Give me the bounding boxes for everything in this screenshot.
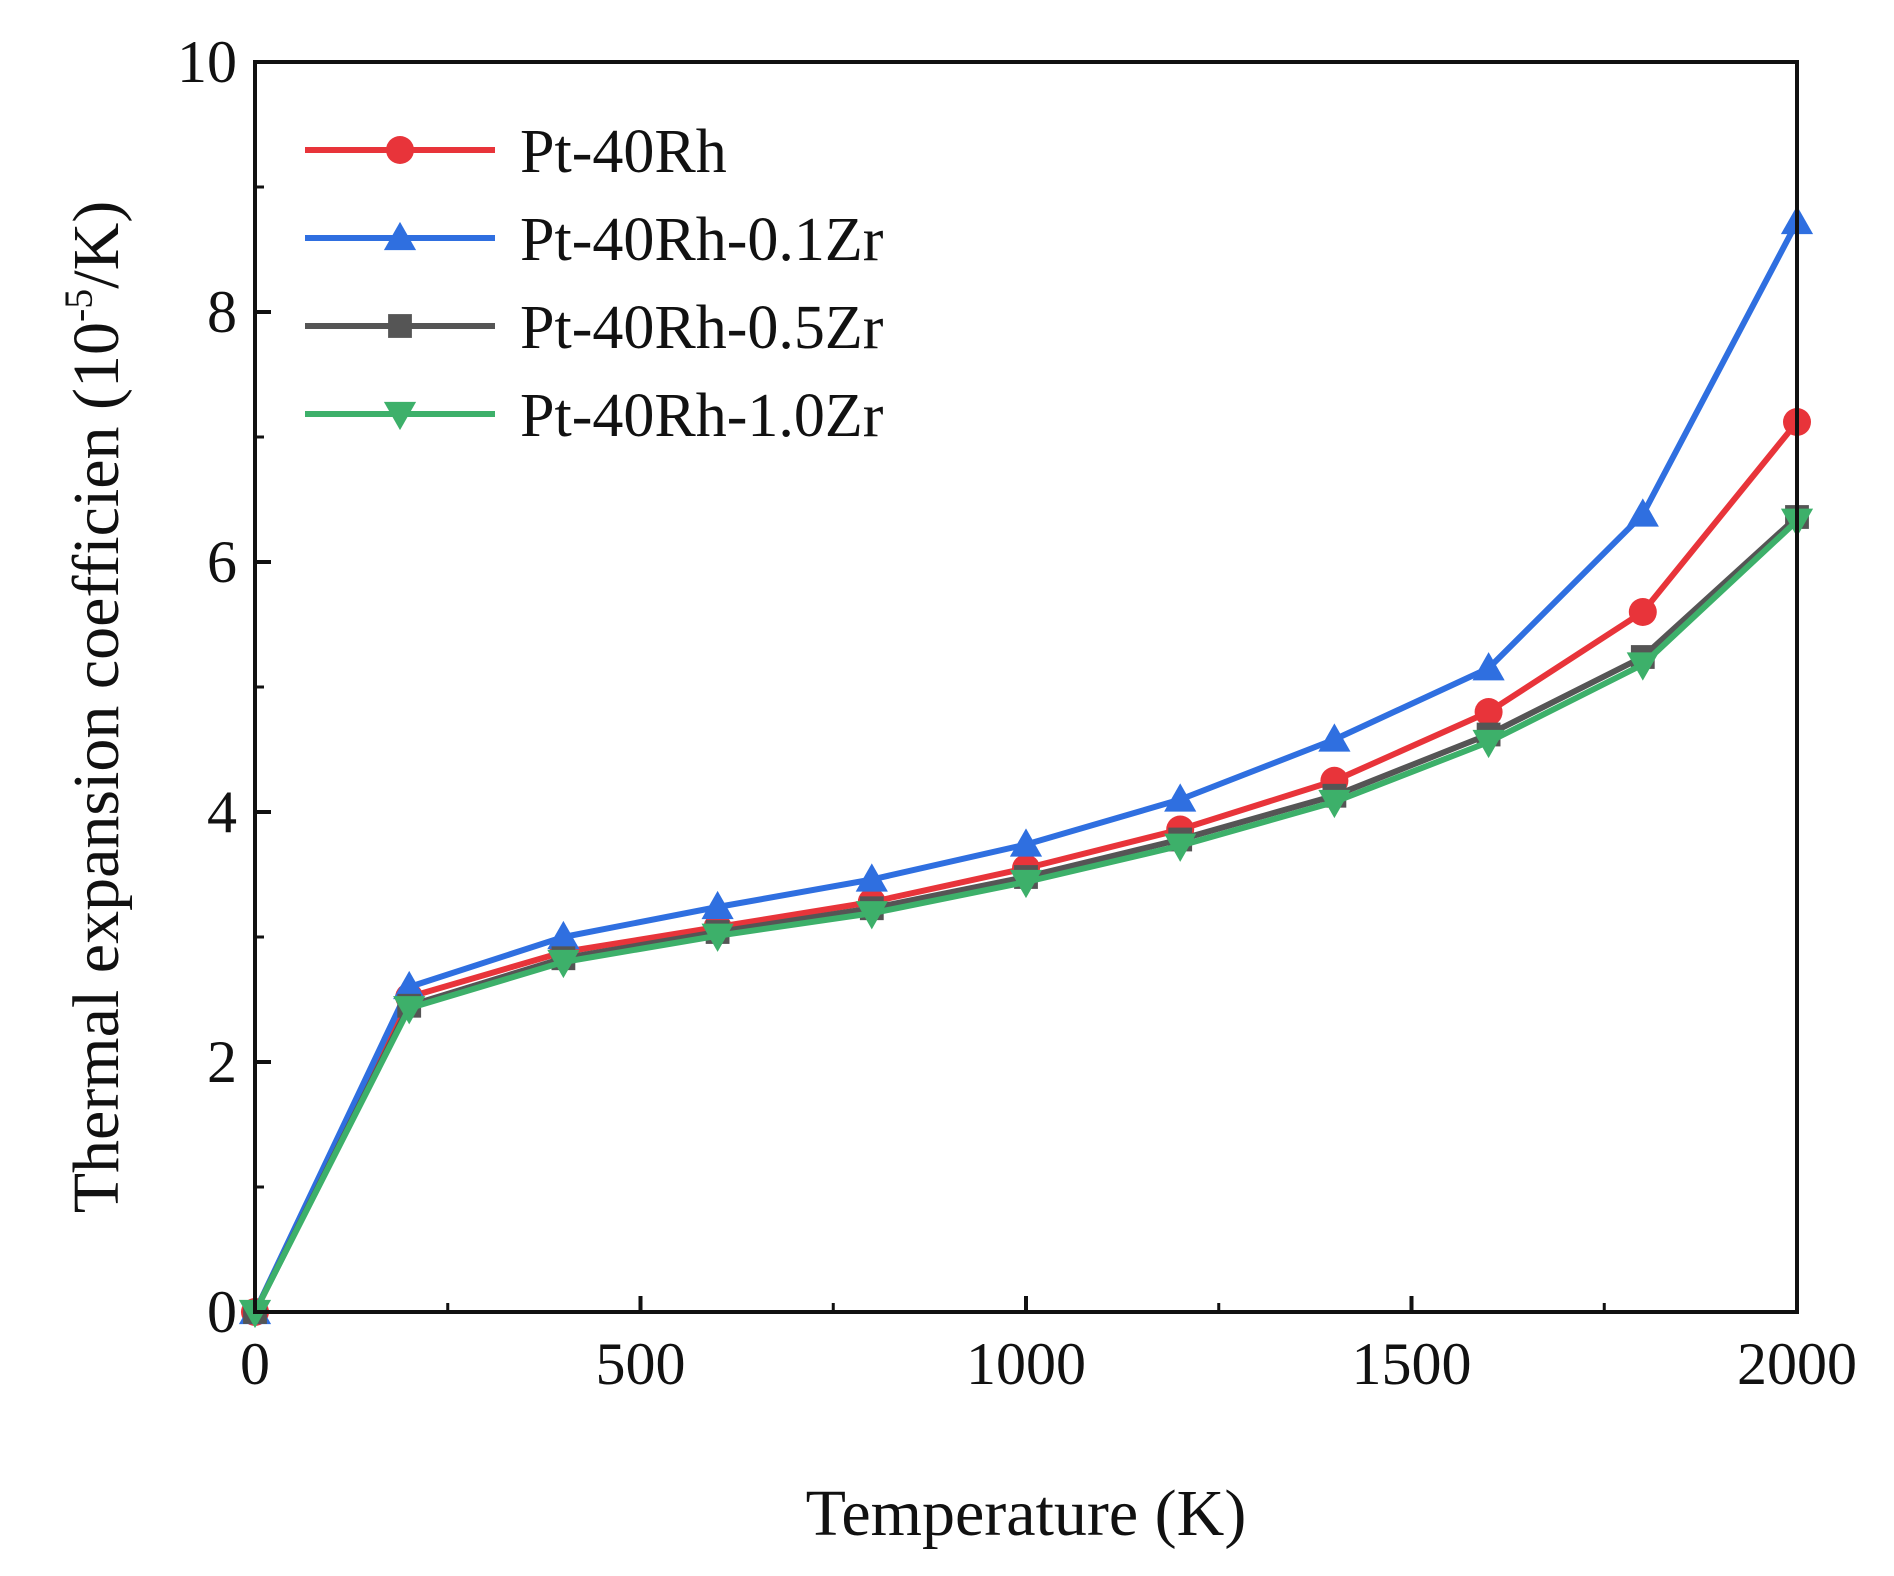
data-point [1626,498,1659,527]
series-line [252,514,1800,1314]
y-axis-title-exponent: -5 [56,289,101,322]
legend-item: Pt-40Rh-0.5Zr [305,294,884,362]
y-tick-label: 8 [207,279,237,345]
legend-marker [383,221,417,251]
plot-frame [253,60,1799,1314]
x-tick-label: 2000 [1737,1331,1857,1397]
data-point [1164,833,1197,862]
legend-marker [388,314,412,338]
series-pt-40rh-0-1zr [238,205,1814,1325]
data-point [1628,598,1657,626]
series-line [252,518,1800,1314]
legend-label: Pt-40Rh-0.1Zr [520,206,884,274]
y-tick-label: 2 [207,1029,237,1095]
y-axis-title: Thermal expansion coefficien (10-5/K) [56,201,133,1214]
data-point [855,863,888,892]
legend-label: Pt-40Rh-0.5Zr [520,294,884,362]
data-point [701,890,734,920]
legend-label: Pt-40Rh [520,118,727,186]
x-tick-label: 500 [596,1331,686,1397]
data-point [1009,869,1043,899]
series-pt-40rh-1-0zr [238,508,1814,1329]
data-point [547,920,580,950]
legend-item: Pt-40Rh-1.0Zr [305,382,884,450]
data-point [1009,828,1043,857]
y-tick-label: 6 [207,529,237,595]
y-tick-label: 4 [207,779,237,845]
legend-marker [383,401,417,431]
data-point [701,923,734,952]
data-point [1474,698,1503,726]
x-tick-label: 1500 [1352,1331,1472,1397]
data-point [238,1299,272,1329]
data-point [1318,789,1351,819]
data-point [393,970,426,1000]
data-point [1318,723,1351,752]
legend-marker [386,136,414,164]
data-point [1626,652,1659,681]
data-point [855,901,888,930]
legend-label: Pt-40Rh-1.0Zr [520,382,884,450]
y-axis-title-suffix: /K) [60,201,133,289]
x-tick-label: 1000 [966,1331,1086,1397]
series-layer [238,205,1814,1329]
x-tick-label: 0 [240,1331,270,1397]
x-axis: 0 500 1000 1500 2000 [240,1296,1857,1397]
data-point [547,949,580,979]
series-pt-40rh-0-5zr [243,505,1809,1324]
data-point [393,996,426,1025]
legend-item: Pt-40Rh [305,118,727,186]
y-tick-label: 10 [177,29,237,95]
data-point [1472,729,1505,759]
data-point [1164,783,1197,812]
legend-item: Pt-40Rh-0.1Zr [305,206,884,274]
x-axis-title: Temperature (K) [806,1477,1247,1550]
y-axis: 0 2 4 6 8 10 [177,29,271,1345]
y-tick-label: 0 [207,1279,237,1345]
series-line [252,220,1800,1314]
data-point [1472,652,1505,681]
y-axis-title-prefix: Thermal expansion coefficien (10 [60,322,133,1213]
legend: Pt-40Rh Pt-40Rh-0.1Zr Pt-40Rh-0.5Zr Pt-40Rh… [305,118,884,450]
